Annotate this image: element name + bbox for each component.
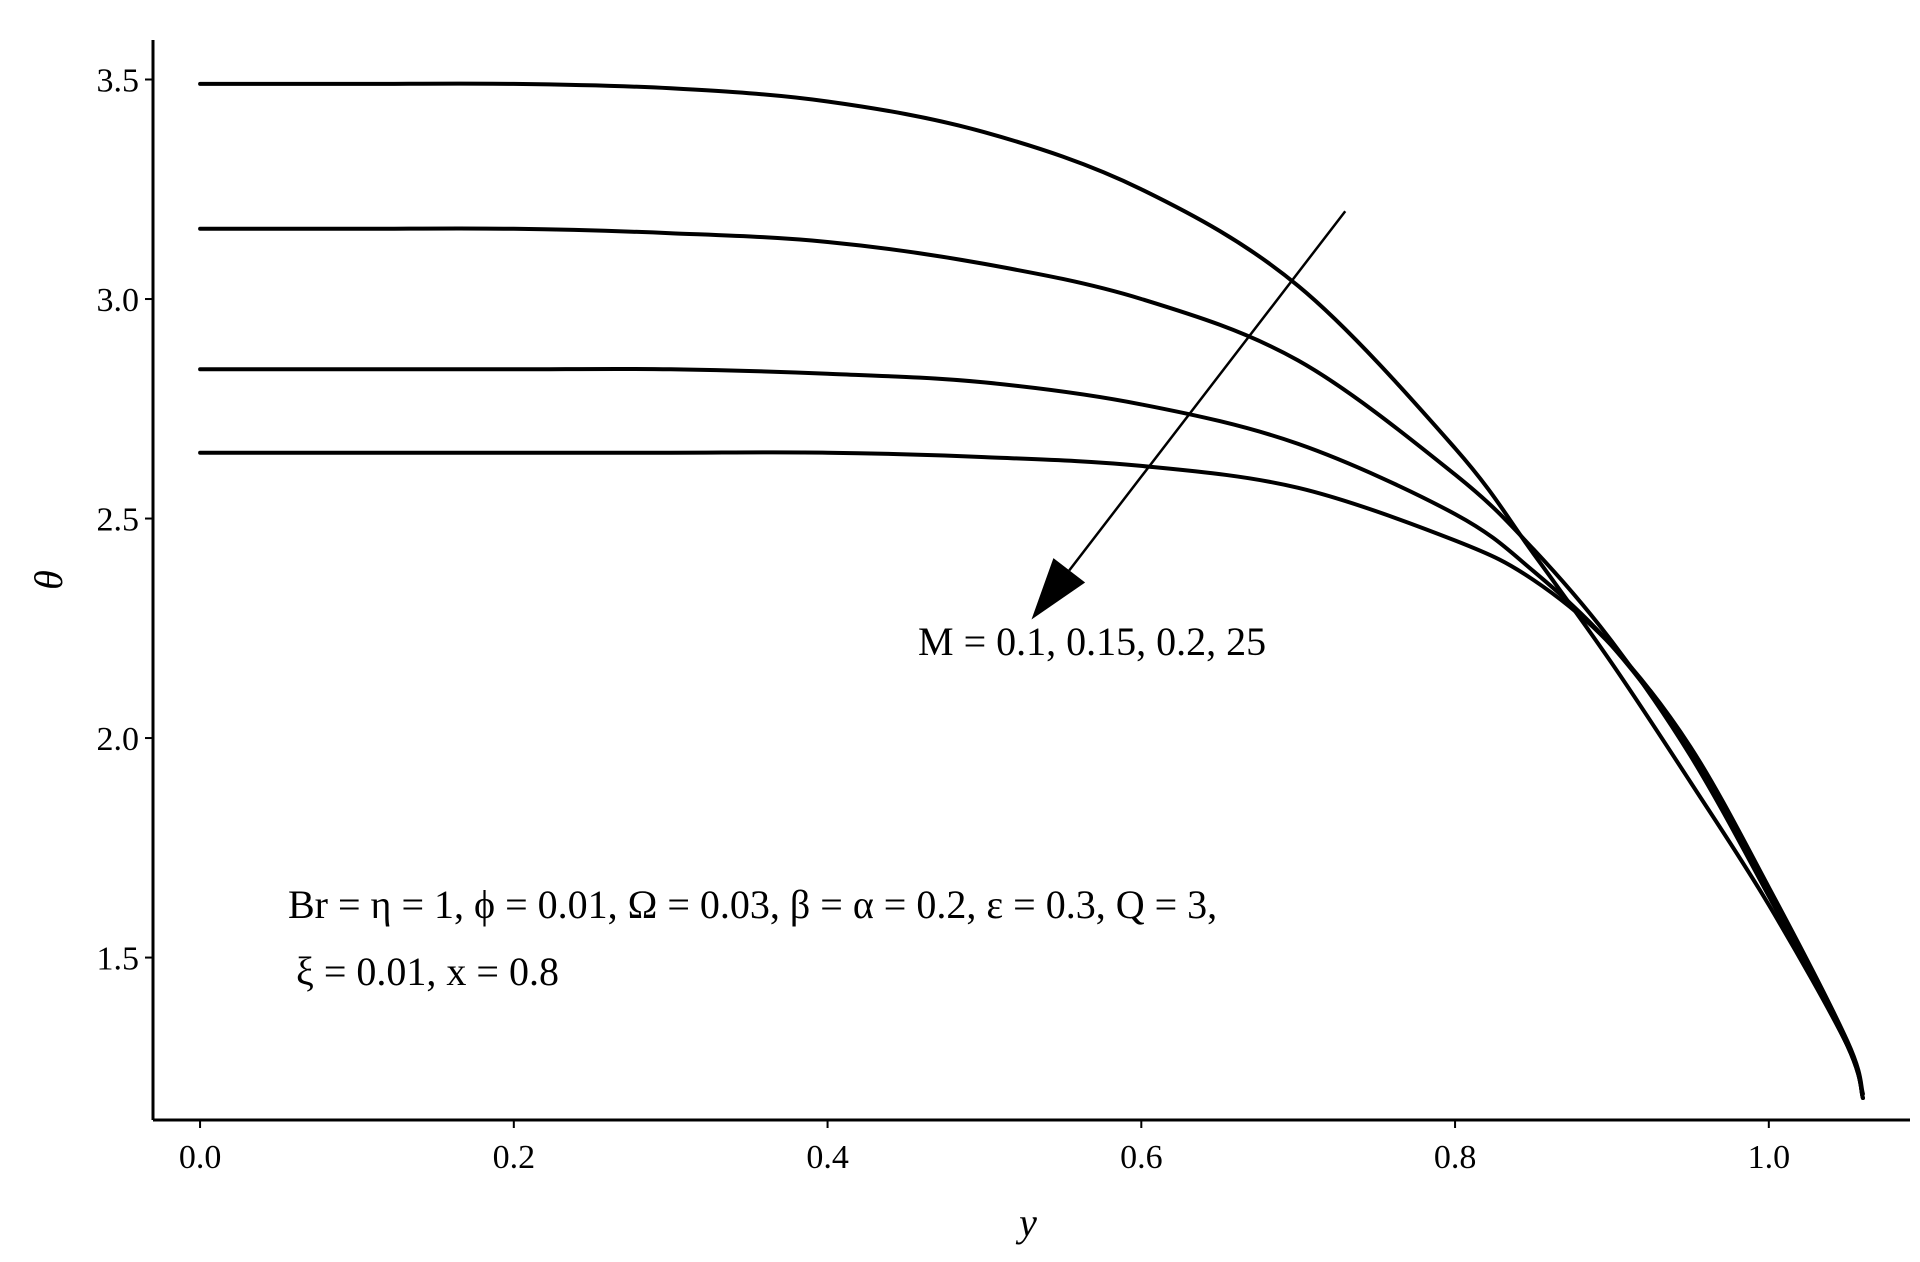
- arrow-label: M = 0.1, 0.15, 0.2, 25: [918, 619, 1266, 664]
- y-tick-label: 2.0: [97, 721, 140, 758]
- x-tick-label: 0.4: [806, 1139, 849, 1176]
- x-ticks: 0.0 0.2 0.4 0.6 0.8 1.0: [179, 1120, 1790, 1176]
- params-line-2: ξ = 0.01, x = 0.8: [296, 949, 559, 994]
- series-line-4: [198, 450, 1865, 1096]
- axes: [151, 40, 1910, 1122]
- x-tick-label: 0.2: [493, 1139, 536, 1176]
- y-tick-label: 2.5: [97, 502, 140, 539]
- m-increase-arrow: [1031, 210, 1347, 620]
- y-axis-title: θ: [26, 570, 71, 590]
- series-line-2: [198, 226, 1865, 1100]
- x-tick-label: 0.0: [179, 1139, 222, 1176]
- series-line-3: [198, 366, 1865, 1100]
- arrow-head: [1031, 558, 1086, 620]
- x-tick-label: 0.6: [1120, 1139, 1163, 1176]
- y-tick-label: 1.5: [97, 941, 140, 978]
- series-line-1: [198, 81, 1865, 1100]
- params-line-1: Br = η = 1, ϕ = 0.01, Ω = 0.03, β = α = …: [288, 882, 1217, 927]
- y-ticks: 1.5 2.0 2.5 3.0 3.5: [97, 63, 153, 978]
- series-group: [198, 81, 1865, 1100]
- y-tick-label: 3.0: [97, 282, 140, 319]
- x-tick-label: 1.0: [1748, 1139, 1791, 1176]
- x-axis-title: y: [1015, 1200, 1037, 1245]
- y-tick-label: 3.5: [97, 63, 140, 100]
- arrow-shaft: [1068, 210, 1347, 572]
- x-tick-label: 0.8: [1434, 1139, 1477, 1176]
